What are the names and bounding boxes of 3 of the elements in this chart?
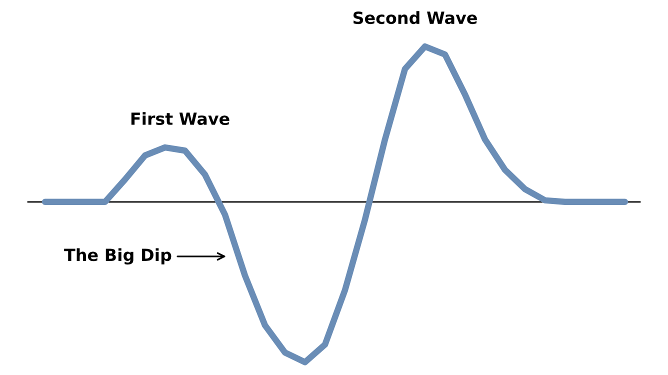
text: Second Wave	[353, 11, 477, 24]
annotation: The Big Dip	[64, 248, 172, 265]
annotation: First Wave	[131, 112, 230, 126]
